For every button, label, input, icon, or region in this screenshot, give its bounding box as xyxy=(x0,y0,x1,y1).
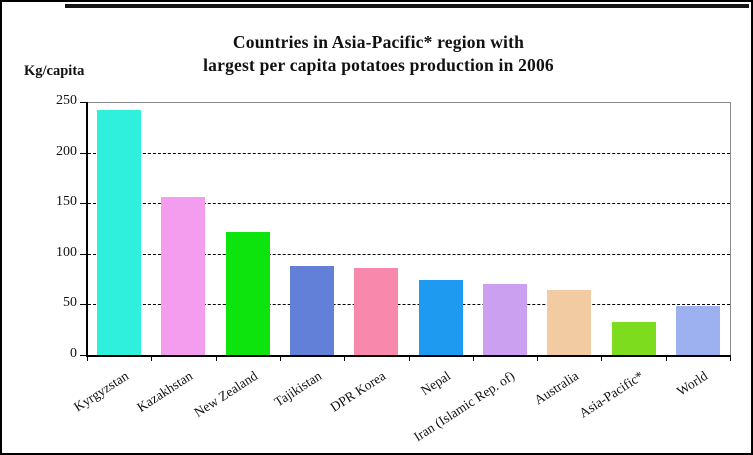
bar-iran-islamic-rep-of xyxy=(482,284,527,355)
x-tick-mark-9 xyxy=(665,356,667,361)
y-tick-mark-200 xyxy=(80,152,87,154)
x-tick-mark-0 xyxy=(87,356,88,361)
y-tick-mark-100 xyxy=(80,253,87,255)
x-axis-line xyxy=(86,355,731,357)
x-tick-mark-6 xyxy=(472,356,474,361)
y-tick-mark-150 xyxy=(80,203,87,205)
y-tick-label-200: 200 xyxy=(56,143,77,159)
gridline-50 xyxy=(88,304,730,306)
x-tick-mark-7 xyxy=(537,356,539,361)
chart-title-line2: largest per capita potatoes production i… xyxy=(203,55,554,76)
y-axis-unit-label: Kg/capita xyxy=(24,63,85,79)
bar-world xyxy=(675,306,720,355)
bar-kyrgyzstan xyxy=(97,110,142,355)
bar-nepal xyxy=(418,280,463,355)
y-axis-line xyxy=(86,102,88,356)
y-tick-label-0: 0 xyxy=(70,346,77,361)
x-tick-mark-10 xyxy=(730,356,731,361)
x-tick-mark-2 xyxy=(215,356,217,361)
bar-tajikistan xyxy=(290,265,335,355)
bar-kazakhstan xyxy=(161,197,206,355)
gridline-200 xyxy=(88,152,730,154)
x-tick-mark-1 xyxy=(151,356,153,361)
x-tick-mark-4 xyxy=(344,356,346,361)
bar-dpr-korea xyxy=(354,267,399,355)
y-tick-mark-0 xyxy=(80,355,87,356)
chart-title: Countries in Asia-Pacific* region with l… xyxy=(2,31,751,77)
y-tick-label-250: 250 xyxy=(56,93,77,108)
y-tick-label-150: 150 xyxy=(56,194,77,210)
x-tick-mark-8 xyxy=(601,356,603,361)
y-tick-mark-250 xyxy=(80,102,87,103)
y-tick-mark-50 xyxy=(80,304,87,306)
plot-right-border xyxy=(730,102,731,355)
bar-asia-pacific xyxy=(611,321,656,355)
y-tick-label-100: 100 xyxy=(56,244,77,260)
bar-australia xyxy=(547,290,592,355)
x-tick-mark-5 xyxy=(408,356,410,361)
plot-top-border xyxy=(87,102,730,103)
gridline-100 xyxy=(88,253,730,255)
top-border-artifact xyxy=(65,4,749,8)
bar-new-zealand xyxy=(225,231,270,355)
y-tick-label-50: 50 xyxy=(63,295,77,311)
x-category-label-kyrgyzstan: Kyrgyzstan xyxy=(71,368,132,415)
chart-title-line1: Countries in Asia-Pacific* region with xyxy=(232,32,525,52)
gridline-150 xyxy=(88,203,730,205)
x-tick-mark-3 xyxy=(279,356,281,361)
